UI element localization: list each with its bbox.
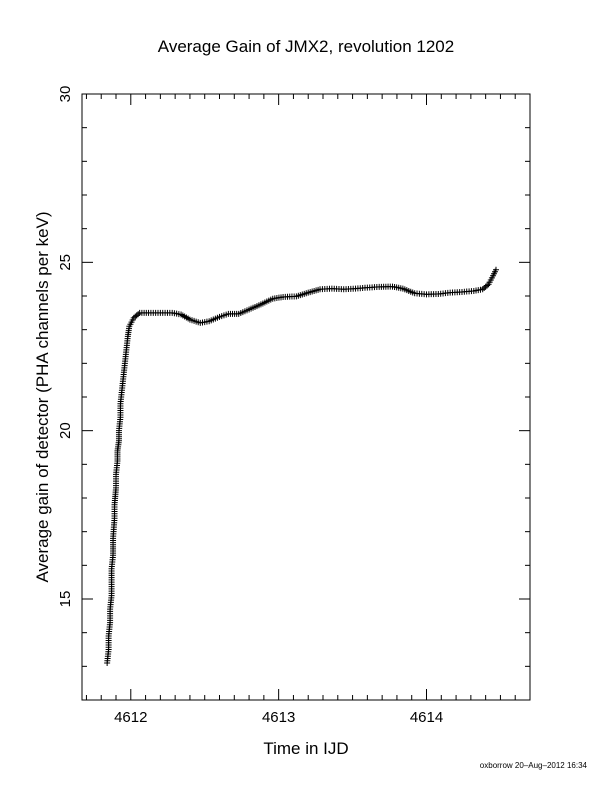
plot-frame xyxy=(81,93,531,701)
data-point xyxy=(481,285,488,292)
data-point xyxy=(482,283,489,290)
credit-label: oxborrow 20–Aug–2012 16:34 xyxy=(480,761,588,770)
data-point xyxy=(492,266,499,273)
data-point xyxy=(135,311,142,318)
y-tick-label: 30 xyxy=(57,86,74,103)
data-point xyxy=(130,314,137,321)
chart-title: Average Gain of JMX2, revolution 1202 xyxy=(158,37,454,56)
y-tick-label: 25 xyxy=(57,254,74,271)
y-axis-label: Average gain of detector (PHA channels p… xyxy=(33,211,52,582)
data-point xyxy=(484,282,491,289)
data-points xyxy=(104,266,499,666)
data-point xyxy=(133,312,140,319)
y-tick-label: 15 xyxy=(57,591,74,608)
x-tick-label: 4613 xyxy=(262,709,295,726)
y-tick-label: 20 xyxy=(57,422,74,439)
x-axis-label: Time in IJD xyxy=(263,739,348,758)
x-tick-label: 4612 xyxy=(114,709,147,726)
data-point xyxy=(132,313,139,320)
axis-ticks: 4612 4613 4614 15 20 25 30 xyxy=(57,86,531,726)
x-tick-label: 4614 xyxy=(410,709,443,726)
data-point xyxy=(479,286,486,293)
